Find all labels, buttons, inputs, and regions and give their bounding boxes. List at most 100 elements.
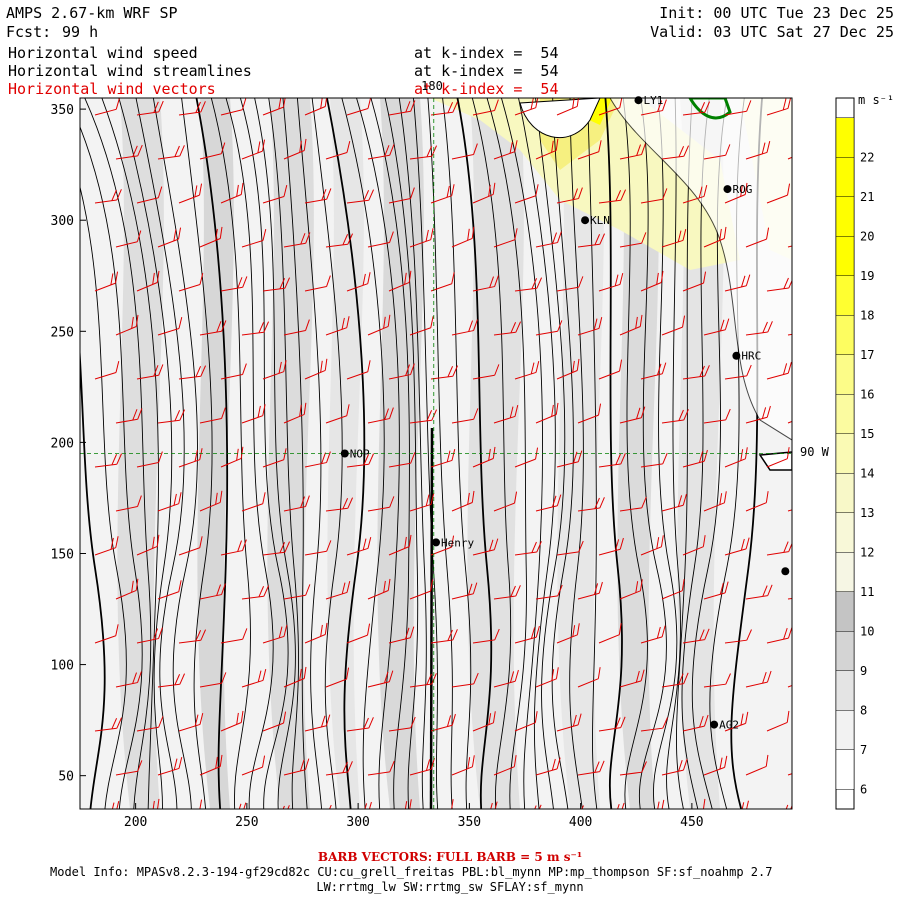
barb-flag [536, 541, 542, 553]
colorbar-label: 17 [860, 348, 874, 362]
barb-shaft [409, 503, 432, 512]
barb-flag [599, 497, 605, 509]
barb-flag [241, 802, 247, 809]
barb-shaft [409, 683, 432, 688]
barb-flag [326, 275, 331, 287]
barb-flag [597, 667, 601, 679]
barb-shaft [367, 590, 389, 600]
barb-shaft [430, 546, 452, 556]
barb-shaft [703, 238, 725, 248]
station-dot [634, 96, 643, 105]
barb-flag [788, 540, 792, 552]
barb-flag [279, 805, 285, 809]
wind-barb [94, 271, 119, 292]
barb-flag [195, 366, 202, 378]
barb-flag [577, 450, 583, 462]
colorbar-label: 7 [860, 743, 867, 757]
wind-barb [514, 184, 539, 204]
barb-shaft [598, 548, 621, 556]
barb-shaft [641, 811, 662, 819]
wind-barb [262, 625, 288, 644]
barb-flag [158, 100, 164, 113]
barb-flag [242, 276, 248, 288]
barb-flag [744, 447, 748, 459]
barb-flag [473, 672, 479, 685]
barb-flag [719, 757, 723, 770]
land-mass [758, 451, 792, 471]
barb-flag [278, 98, 282, 109]
wind-barb [325, 497, 354, 512]
wind-barb [283, 495, 310, 512]
barb-flag [635, 581, 639, 593]
barb-flag [800, 670, 809, 681]
barb-flag [535, 361, 540, 373]
wind-barb [661, 315, 686, 336]
colorbar-swatch [835, 512, 855, 553]
wind-barb [346, 189, 375, 204]
barb-flag [346, 141, 351, 153]
x-tick-label: 450 [680, 815, 703, 830]
barb-flag [593, 583, 599, 595]
barb-shaft [661, 504, 684, 512]
barb-flag [283, 448, 287, 460]
barb-flag [283, 98, 287, 108]
barb-shaft [199, 153, 222, 160]
wind-barb [724, 364, 752, 380]
barb-flag [326, 540, 332, 552]
barb-shaft [724, 110, 747, 116]
barb-shaft [430, 375, 453, 380]
barb-flag [178, 227, 182, 240]
barb-shaft [745, 765, 767, 776]
barb-shaft [178, 194, 200, 204]
wind-barb [325, 581, 351, 600]
barb-flag [473, 319, 478, 331]
barb-flag [530, 98, 534, 110]
wind-barb [199, 754, 223, 776]
barb-flag [535, 625, 540, 638]
wind-barb [766, 626, 792, 644]
wind-barb [619, 314, 643, 336]
streamline [326, 98, 366, 809]
barb-flag [111, 189, 117, 201]
barb-flag [410, 100, 416, 112]
wind-barb [325, 141, 351, 160]
wind-barb [283, 758, 310, 776]
barb-flag [800, 141, 809, 153]
wind-barb [110, 801, 120, 809]
wind-barb [745, 670, 772, 688]
barb-shaft [535, 149, 557, 160]
wind-barb [178, 536, 203, 556]
barb-shaft [409, 768, 432, 776]
wind-barb [577, 497, 605, 512]
barb-shaft [283, 150, 305, 160]
barb-shaft [115, 682, 138, 688]
barb-flag [451, 713, 456, 726]
barb-flag [615, 453, 621, 465]
barb-flag [704, 365, 710, 377]
wind-barb [94, 98, 120, 116]
barb-shaft [493, 502, 515, 512]
barb-flag [614, 539, 620, 551]
station-dot [723, 185, 732, 194]
barb-flag [719, 493, 723, 505]
wind-barb [115, 578, 139, 600]
wind-barb [346, 98, 372, 116]
wind-barb [262, 360, 287, 380]
barb-flag [678, 673, 684, 685]
barb-flag [284, 541, 291, 553]
barb-flag [200, 101, 206, 113]
barb-shaft [115, 589, 137, 600]
wind-barb [94, 189, 122, 204]
barb-flag [786, 710, 790, 723]
barb-shaft [325, 591, 348, 600]
barb-flag [389, 231, 394, 243]
barb-flag [740, 713, 744, 726]
barb-shaft [346, 547, 369, 556]
barb-flag [488, 713, 492, 725]
wind-barb [220, 628, 248, 644]
barb-flag [530, 627, 536, 639]
barb-flag [347, 497, 354, 509]
field-name-vectors: Horizontal wind vectors [8, 80, 216, 98]
barb-flag [174, 674, 181, 686]
wind-barb [472, 99, 499, 116]
